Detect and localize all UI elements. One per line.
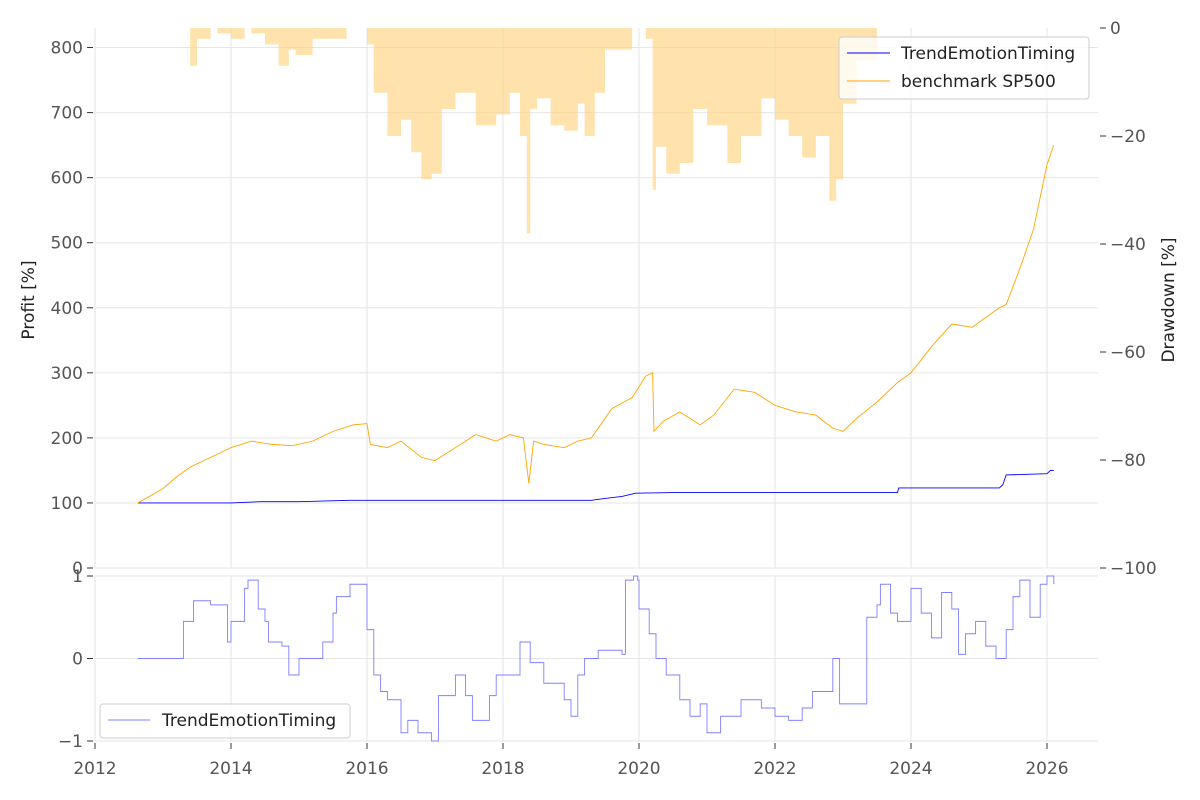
bottom-y-tick-label: 1 [72,567,83,587]
drawdown-y-tick-label: −20 [1110,127,1146,147]
drawdown-y-tick-label: −60 [1110,343,1146,363]
legend-label-sp500: benchmark SP500 [901,72,1056,92]
main-y-tick-label: 200 [51,429,83,449]
legend-label-trend: TrendEmotionTiming [900,44,1075,64]
drawdown-y-tick-label: −80 [1110,451,1146,471]
main-y-tick-label: 600 [51,169,83,189]
drawdown-y-tick-label: −100 [1110,559,1157,579]
y-axis-label-drawdown: Drawdown [%] [1159,237,1179,362]
legend-bottom-box [99,703,351,739]
main-y-tick-label: 100 [51,494,83,514]
main-y-tick-label: 0 [72,559,83,579]
main-panel-lines [137,144,1055,504]
main-y-tick-label: 700 [51,104,83,124]
x-tick-label: 2012 [73,759,116,779]
axes: 0 100 200 300 400 500 600 700 800 0 −20 −40 −60 −80 −1… [51,19,1157,779]
main-panel-grid [94,28,1098,569]
bottom-y-tick-label: −1 [58,732,83,752]
legend-main-box [838,36,1090,100]
legend-bottom: TrendEmotionTiming [99,703,351,739]
main-y-tick-label: 400 [51,299,83,319]
main-y-tick-label: 500 [51,234,83,254]
drawdown-y-tick-label: −40 [1110,235,1146,255]
x-tick-label: 2016 [345,759,388,779]
x-tick-label: 2018 [481,759,524,779]
series-line-trendemotiontiming [137,469,1054,504]
x-tick-label: 2026 [1025,759,1068,779]
drawdown-area-layer [135,28,1054,234]
x-tick-label: 2024 [889,759,932,779]
bottom-panel-lines [137,575,1055,742]
main-y-tick-label: 300 [51,364,83,384]
y-axis-label-profit: Profit [%] [19,260,39,339]
drawdown-area [135,28,1054,234]
series-line-trendemotiontiming-signal [137,575,1055,742]
main-y-tick-label: 800 [51,39,83,59]
drawdown-y-tick-label: 0 [1110,19,1121,39]
legend-label-trend-bottom: TrendEmotionTiming [161,711,336,731]
x-tick-label: 2014 [209,759,252,779]
series-line-benchmark-sp500 [137,144,1055,504]
bottom-y-tick-label: 0 [72,650,83,670]
x-tick-label: 2020 [617,759,660,779]
x-tick-label: 2022 [753,759,796,779]
legend-main: TrendEmotionTiming benchmark SP500 [838,36,1090,100]
